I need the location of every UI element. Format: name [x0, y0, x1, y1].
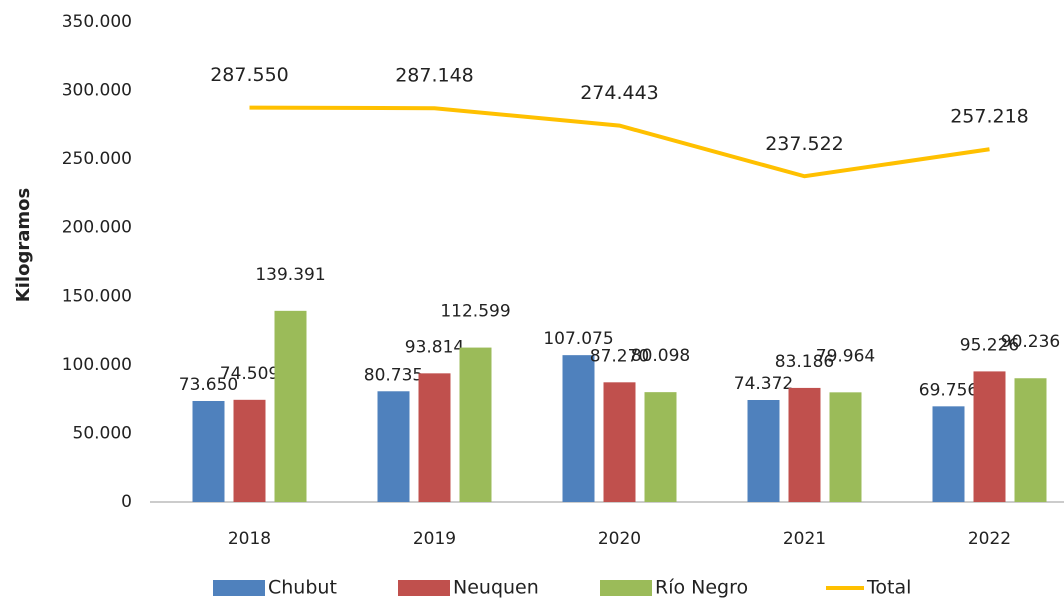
data-label: 139.391	[255, 265, 325, 285]
y-tick-label: 0	[121, 492, 132, 512]
y-tick-label: 50.000	[73, 423, 132, 443]
data-label: 74.509	[220, 364, 279, 384]
y-axis-label: Kilogramos	[13, 188, 34, 302]
y-tick-label: 300.000	[62, 81, 132, 101]
bar	[603, 382, 636, 502]
legend-swatch	[600, 580, 652, 596]
data-label: 112.599	[440, 302, 510, 322]
legend-label: Río Negro	[655, 577, 748, 599]
x-tick-label: 2019	[413, 529, 456, 549]
bar	[459, 347, 492, 502]
legend-swatch	[398, 580, 450, 596]
data-label: 93.814	[405, 337, 464, 357]
data-label: 90.236	[1001, 332, 1060, 352]
y-tick-label: 350.000	[62, 12, 132, 32]
x-tick-label: 2022	[968, 529, 1011, 549]
data-label: 80.735	[364, 365, 423, 385]
data-label: 287.148	[395, 65, 474, 87]
y-tick-label: 150.000	[62, 286, 132, 306]
bar	[233, 399, 266, 502]
x-tick-label: 2020	[598, 529, 641, 549]
bar	[562, 355, 595, 502]
data-label: 80.098	[631, 346, 690, 366]
x-tick-label: 2021	[783, 529, 826, 549]
total-line	[249, 105, 990, 179]
data-label: 107.075	[543, 329, 613, 349]
bar	[644, 392, 677, 502]
bar	[418, 373, 451, 502]
data-label: 69.756	[919, 380, 978, 400]
bar	[973, 371, 1006, 502]
data-label: 79.964	[816, 346, 875, 366]
data-label: 73.650	[179, 375, 238, 395]
data-label: 83.186	[775, 352, 834, 372]
y-tick-label: 200.000	[62, 218, 132, 238]
y-tick-label: 100.000	[62, 355, 132, 375]
data-label: 274.443	[580, 82, 659, 104]
legend-label: Chubut	[268, 577, 337, 599]
bar	[788, 387, 821, 502]
bar	[932, 406, 965, 502]
legend-swatch	[213, 580, 265, 596]
bar	[829, 392, 862, 502]
bar	[377, 391, 410, 502]
x-tick-label: 2018	[228, 529, 271, 549]
legend-label: Neuquen	[453, 577, 539, 599]
legend-label: Total	[866, 577, 911, 599]
data-label: 257.218	[950, 106, 1029, 128]
data-label: 287.550	[210, 64, 289, 86]
bar	[192, 400, 225, 502]
bar	[1014, 378, 1047, 502]
bar	[747, 400, 780, 502]
data-label: 95.226	[960, 335, 1019, 355]
data-label: 237.522	[765, 133, 844, 155]
data-label: 74.372	[734, 374, 793, 394]
data-label: 87.270	[590, 346, 649, 366]
y-tick-label: 250.000	[62, 149, 132, 169]
bar	[274, 310, 307, 502]
